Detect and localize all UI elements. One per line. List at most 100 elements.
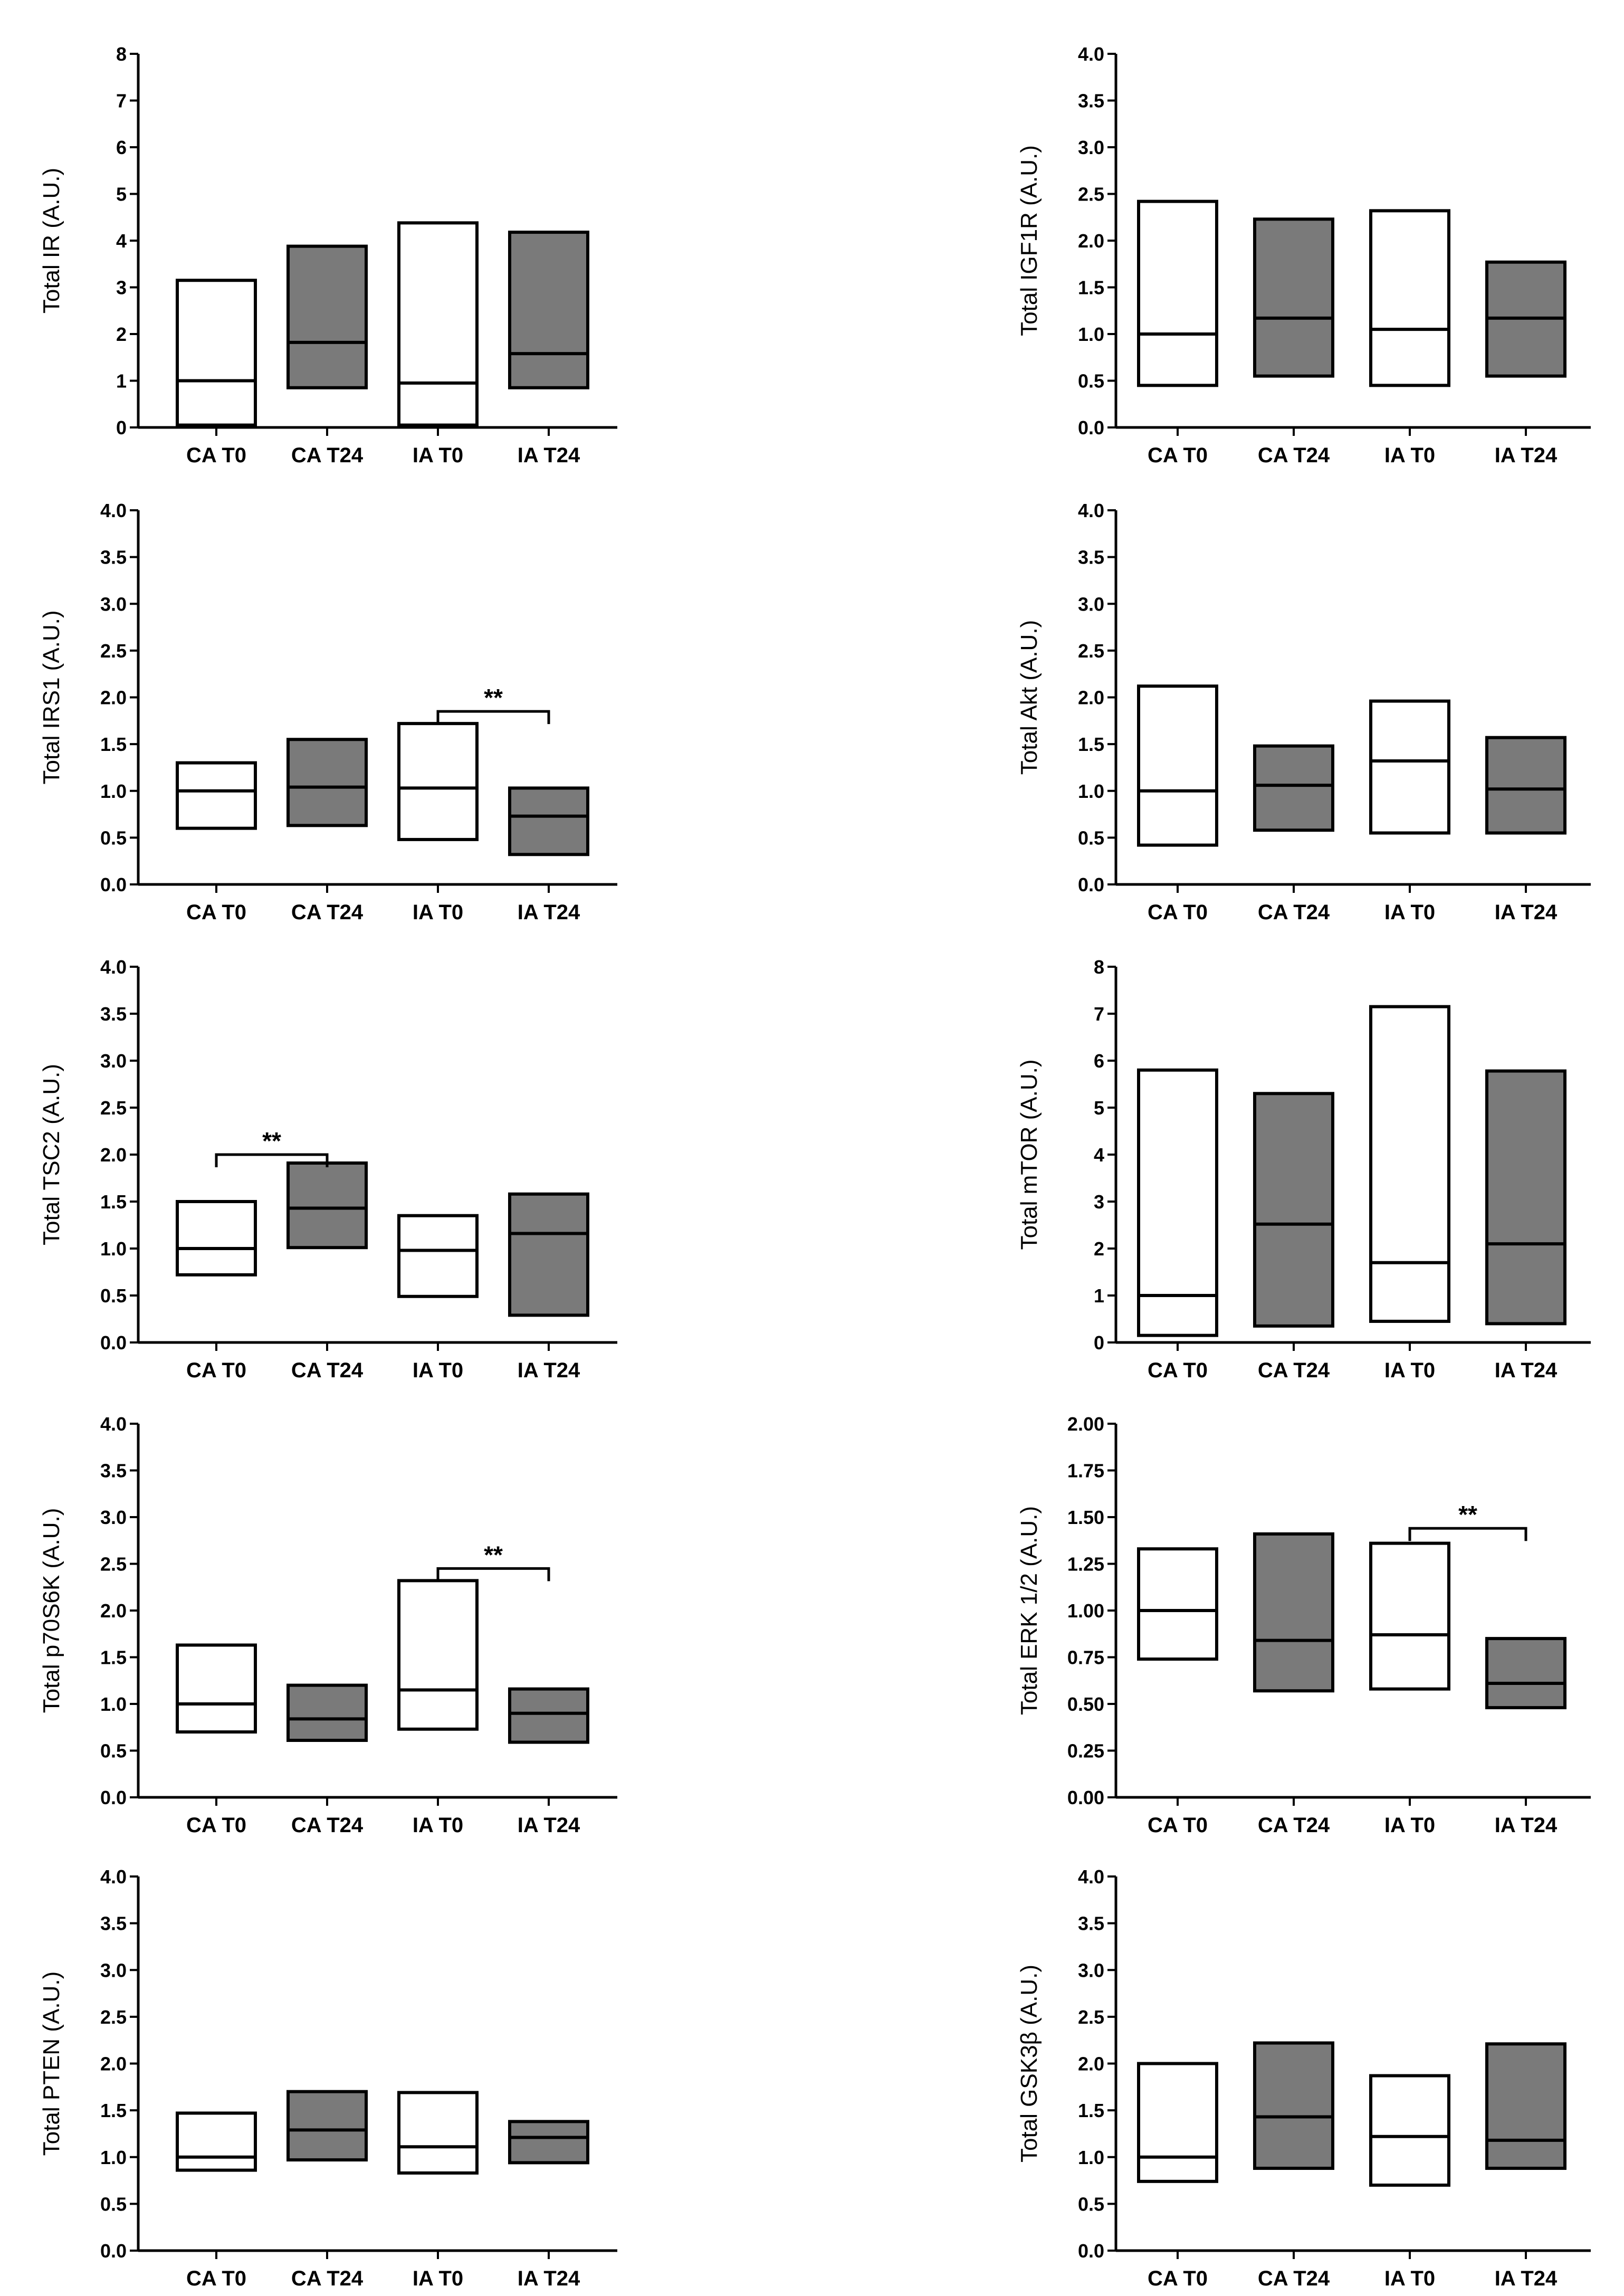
- x-category-label: CA T24: [1258, 1359, 1330, 1382]
- box-3: [1369, 699, 1450, 835]
- y-tick-label: 7: [116, 90, 127, 112]
- y-tick-label: 0.0: [100, 2240, 127, 2262]
- y-tick-label: 2.5: [1078, 184, 1104, 205]
- y-tick-label: 1.5: [1078, 733, 1104, 755]
- y-tick-label: 4.0: [100, 500, 127, 521]
- y-tick-label: 4.0: [100, 1413, 127, 1435]
- y-tick-label: 3.0: [1078, 1959, 1104, 1981]
- y-tick-label: 4: [1094, 1144, 1104, 1166]
- significance-bracket: [436, 710, 550, 725]
- y-tick-label: 0.5: [100, 1285, 127, 1307]
- x-category-label: IA T0: [413, 1359, 463, 1382]
- y-tick-label: 4.0: [1078, 500, 1104, 521]
- box-2: [1253, 217, 1334, 378]
- x-category-label: CA T24: [291, 1814, 364, 1837]
- x-category-label: IA T24: [1495, 1359, 1558, 1382]
- chart-panel-10: 0.0 0.5 1.0 1.5 2.0 2.5 3.0 3.5 4.0 Total GSK3β (…: [1016, 1866, 1591, 2290]
- box-3: [1369, 1541, 1450, 1691]
- y-tick-label: 5: [1094, 1097, 1104, 1119]
- y-tick-label: 0.75: [1067, 1647, 1104, 1669]
- y-tick-label: 2: [116, 323, 127, 345]
- y-tick-label: 3.5: [1078, 90, 1104, 112]
- box-1: [1137, 1068, 1218, 1337]
- box-4: [1485, 1637, 1566, 1710]
- y-tick-label: 0.5: [100, 1740, 127, 1762]
- y-tick-label: 1.0: [1078, 2147, 1104, 2168]
- y-tick-label: 0.5: [1078, 827, 1104, 849]
- y-tick-label: 3.0: [100, 1959, 127, 1981]
- y-tick-label: 3.0: [100, 1507, 127, 1528]
- y-axis-title: Total p70S6K (A.U.): [39, 1508, 64, 1713]
- significance-bracket: [215, 1153, 329, 1167]
- y-tick-label: 1.5: [100, 2100, 127, 2121]
- y-tick-label: 1.25: [1067, 1554, 1104, 1575]
- box-2: [1253, 1092, 1334, 1328]
- x-category-label: CA T24: [1258, 901, 1330, 924]
- box-1: [176, 1643, 257, 1734]
- x-category-label: IA T24: [1495, 444, 1558, 467]
- x-category-label: IA T0: [1384, 444, 1435, 467]
- x-category-label: IA T0: [413, 901, 463, 924]
- chart-panel-3: 0.0 0.5 1.0 1.5 2.0 2.5 3.0 3.5 4.0 Total IRS1 (A…: [39, 500, 617, 924]
- y-tick-label: 1.5: [100, 1191, 127, 1213]
- x-category-label: CA T0: [1148, 2267, 1208, 2290]
- box-4: [1485, 1069, 1566, 1326]
- chart-panel-2: 0.0 0.5 1.0 1.5 2.0 2.5 3.0 3.5 4.0 Total IGF1R (…: [1016, 43, 1591, 467]
- box-1: [176, 761, 257, 830]
- y-tick-label: 2.0: [100, 2053, 127, 2075]
- chart-panel-9: 0.0 0.5 1.0 1.5 2.0 2.5 3.0 3.5 4.0 Total PTEN (A…: [39, 1866, 617, 2290]
- y-tick-label: 1.0: [100, 1238, 127, 1260]
- x-category-label: CA T24: [1258, 444, 1330, 467]
- box-3: [1369, 1005, 1450, 1323]
- y-tick-label: 3: [1094, 1191, 1104, 1213]
- box-3: [397, 1214, 479, 1298]
- significance-bracket: [436, 1567, 550, 1582]
- y-tick-label: 1: [116, 370, 127, 392]
- box-1: [1137, 199, 1218, 387]
- y-tick-label: 1.5: [100, 733, 127, 755]
- y-tick-label: 4.0: [100, 956, 127, 978]
- y-tick-label: 0.0: [100, 1332, 127, 1354]
- box-2: [286, 1683, 368, 1742]
- x-category-label: CA T0: [1148, 444, 1208, 467]
- box-3: [397, 1579, 479, 1731]
- y-tick-label: 6: [116, 137, 127, 158]
- y-tick-label: 1.0: [1078, 780, 1104, 802]
- y-tick-label: 0.25: [1067, 1740, 1104, 1762]
- y-tick-label: 3.5: [100, 1913, 127, 1935]
- box-1: [176, 279, 257, 427]
- box-3: [397, 2091, 479, 2175]
- x-category-label: IA T0: [1384, 901, 1435, 924]
- x-category-label: CA T24: [1258, 1814, 1330, 1837]
- chart-panel-1: 0 1 2 3 4 5 6 7 8 Total IR (A.U.) CA T0 CA T24 IA T0…: [39, 43, 617, 467]
- x-category-label: CA T0: [186, 2267, 246, 2290]
- y-axis-title: Total IRS1 (A.U.): [39, 610, 64, 784]
- y-tick-label: 4.0: [1078, 43, 1104, 65]
- box-1: [1137, 684, 1218, 847]
- y-tick-label: 1.50: [1067, 1507, 1104, 1528]
- x-category-label: CA T0: [186, 444, 246, 467]
- y-axis-title: Total TSC2 (A.U.): [39, 1064, 64, 1245]
- x-category-label: IA T0: [413, 444, 463, 467]
- chart-panel-7: 0.0 0.5 1.0 1.5 2.0 2.5 3.0 3.5 4.0 Total p70S6K …: [39, 1413, 617, 1837]
- box-4: [508, 786, 589, 856]
- y-tick-label: 3.5: [100, 547, 127, 568]
- x-category-label: IA T24: [1495, 2267, 1558, 2290]
- y-tick-label: 2.0: [1078, 687, 1104, 709]
- y-tick-label: 0.5: [1078, 2193, 1104, 2215]
- y-tick-label: 4.0: [1078, 1866, 1104, 1888]
- y-tick-label: 8: [116, 43, 127, 65]
- x-category-label: IA T24: [1495, 1814, 1558, 1837]
- y-tick-label: 5: [116, 184, 127, 205]
- box-2: [1253, 744, 1334, 832]
- x-category-label: CA T0: [186, 1814, 246, 1837]
- y-tick-label: 2.5: [1078, 640, 1104, 662]
- y-tick-label: 3.5: [100, 1003, 127, 1025]
- y-tick-label: 2.0: [100, 687, 127, 709]
- x-category-label: IA T0: [1384, 1814, 1435, 1837]
- x-category-label: CA T0: [186, 1359, 246, 1382]
- box-3: [397, 221, 479, 427]
- y-tick-label: 3: [116, 277, 127, 299]
- x-category-label: IA T0: [1384, 1359, 1435, 1382]
- box-2: [286, 738, 368, 827]
